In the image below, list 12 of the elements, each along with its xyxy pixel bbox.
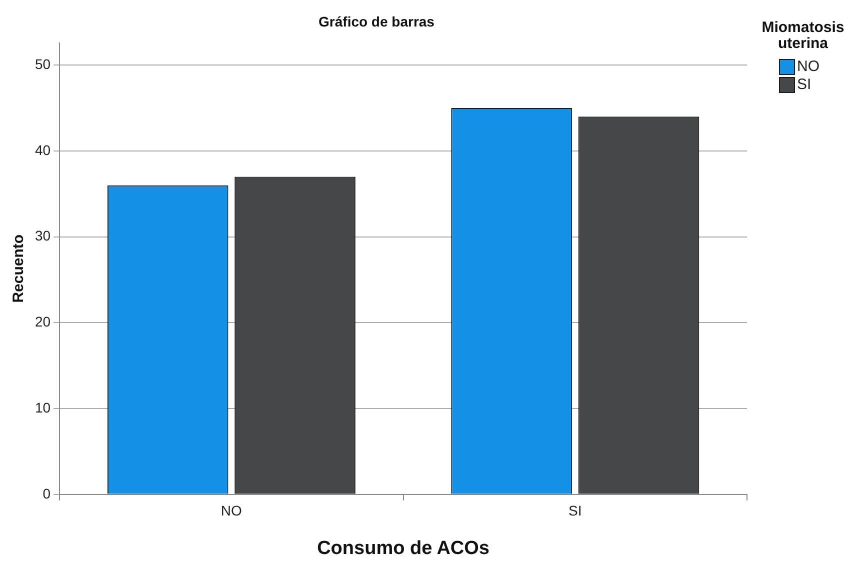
y-tick-label: 10 bbox=[34, 399, 51, 416]
y-axis-title: Recuento bbox=[10, 234, 28, 303]
legend-label: SI bbox=[797, 76, 812, 94]
y-tick-label: 20 bbox=[34, 314, 51, 330]
y-tick-label: 30 bbox=[34, 228, 51, 244]
legend-title: Miomatosis uterina bbox=[760, 19, 846, 52]
legend-label: NO bbox=[797, 58, 820, 76]
y-tick-label: 50 bbox=[34, 56, 51, 72]
y-tick-label: 40 bbox=[34, 142, 51, 158]
chart-title: Gráfico de barras bbox=[318, 13, 435, 30]
y-tick-label: 0 bbox=[42, 485, 51, 502]
x-axis-title: Consumo de ACOs bbox=[317, 538, 490, 559]
